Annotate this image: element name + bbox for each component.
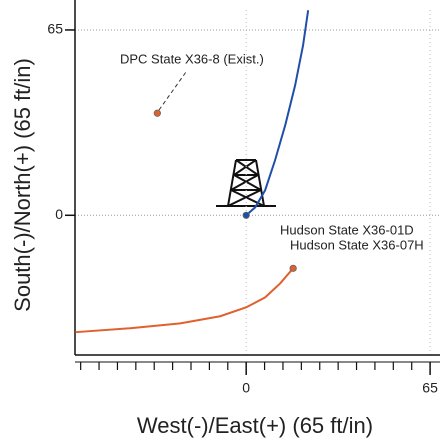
well-label: DPC State X36-8 (Exist.) [120,51,264,66]
well-path [245,10,310,217]
x-axis-title: West(-)/East(+) (65 ft/in) [137,413,373,438]
x-tick-label: 0 [242,380,250,396]
well-marker [289,264,297,272]
y-tick-label: 65 [47,21,63,37]
well-marker [153,109,161,117]
well-marker [242,211,250,219]
y-tick-label: 0 [55,206,63,222]
x-tick-label: 65 [422,380,438,396]
well-path [75,267,294,334]
leader-line [158,71,187,111]
y-axis-title: South(-)/North(+) (65 ft/in) [10,58,35,312]
well-label: Hudson State X36-01D [280,222,414,237]
well-label: Hudson State X36-07H [290,237,424,252]
